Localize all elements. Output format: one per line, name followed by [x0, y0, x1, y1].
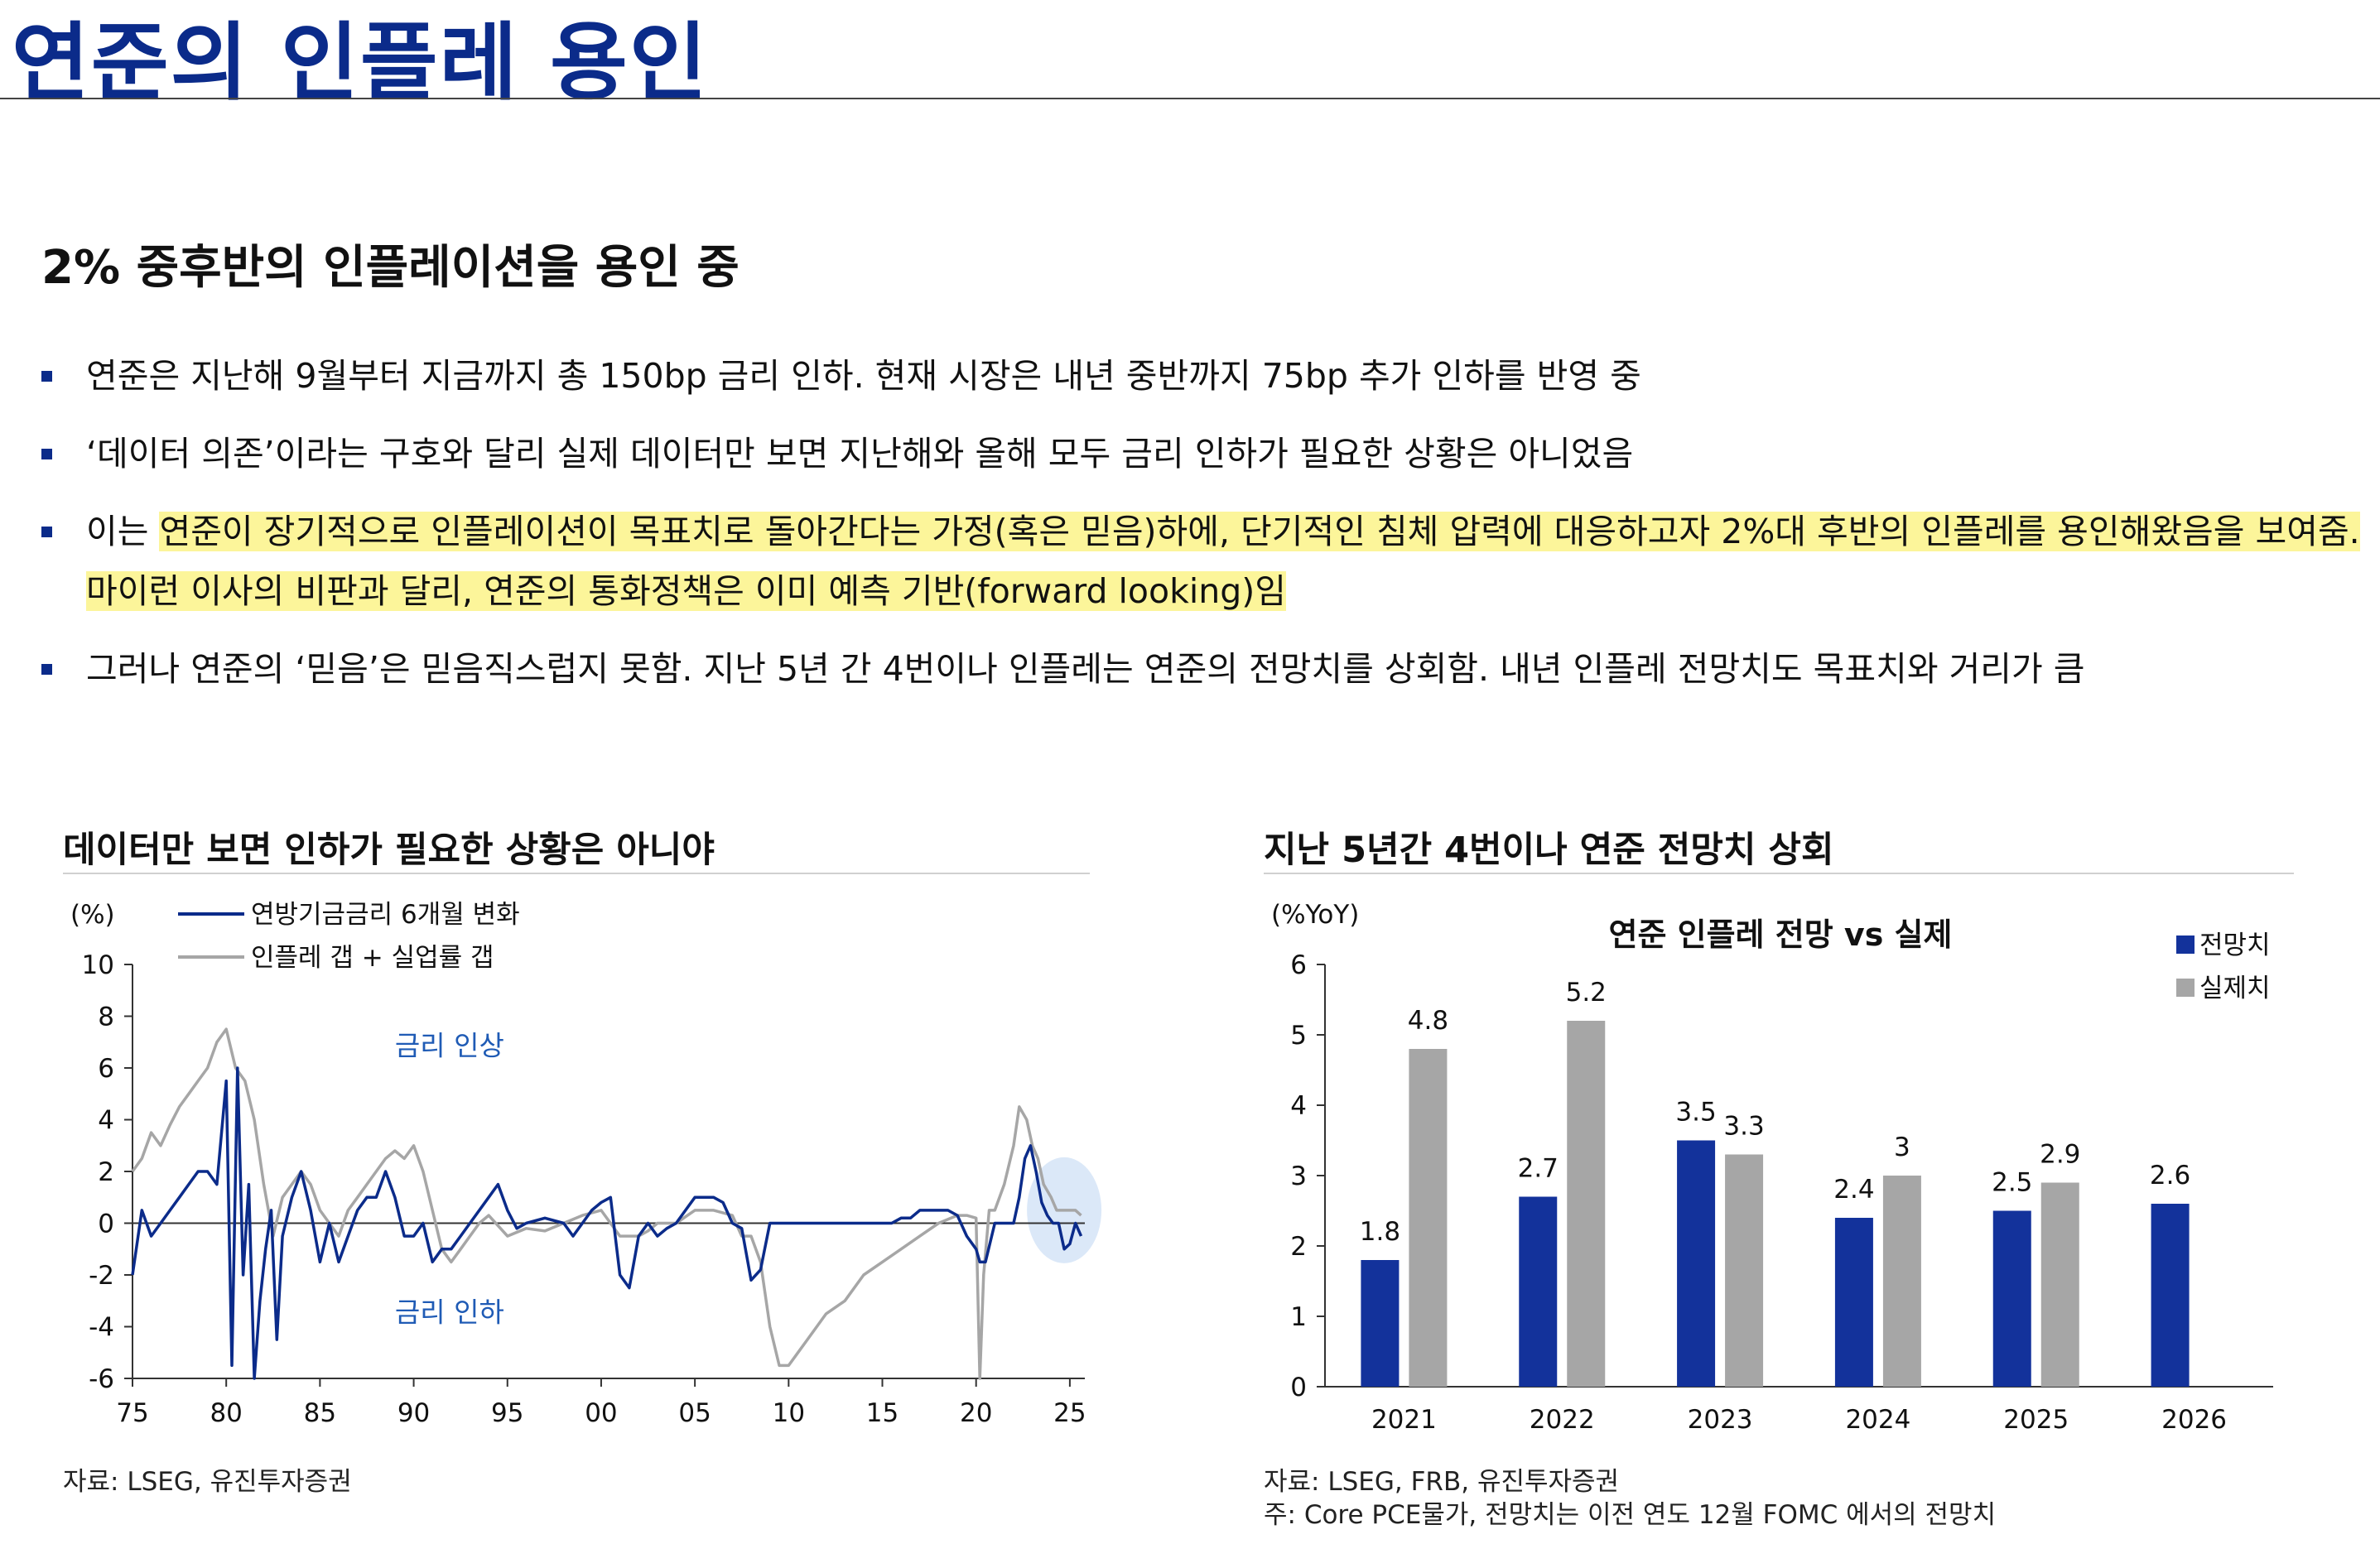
- bar-forecast: [1677, 1140, 1716, 1387]
- x-tick-label: 90: [397, 1398, 430, 1428]
- bar-data-label: 5.2: [1566, 978, 1607, 1008]
- bar-data-label: 3.3: [1723, 1112, 1764, 1142]
- right-chart-source: 자료: LSEG, FRB, 유진투자증권: [1264, 1467, 1620, 1497]
- x-tick-label: 75: [116, 1398, 148, 1428]
- bar-actual: [1567, 1021, 1606, 1387]
- bar-actual: [1409, 1049, 1448, 1387]
- bar-data-label: 2.9: [2040, 1140, 2080, 1170]
- bullet-item: 그러나 연준의 ‘믿음’은 믿음직스럽지 못함. 지난 5년 간 4번이나 인플…: [41, 639, 2360, 699]
- y-unit-label: (%): [70, 900, 115, 930]
- left-chart-title-rule: [63, 873, 1090, 874]
- left-chart-title: 데이터만 보면 인하가 필요한 상황은 아니야: [63, 830, 715, 871]
- bar-forecast: [1992, 1210, 2031, 1387]
- bar-chart: (%YoY) 연준 인플레 전망 vs 실제 6 5 4 3 2 1 0 2021 1.8 4.8 20…: [1271, 900, 2273, 1435]
- bullet-text: 그러나 연준의 ‘믿음’은 믿음직스럽지 못함. 지난 5년 간 4번이나 인플…: [86, 649, 2085, 689]
- x-tick-label: 10: [773, 1398, 805, 1428]
- bar-data-label: 1.8: [1360, 1217, 1400, 1247]
- bullet-square-icon: [41, 449, 52, 459]
- x-tick-label: 80: [210, 1398, 242, 1428]
- bullet-list: 연준은 지난해 9월부터 지금까지 총 150bp 금리 인하. 현재 시장은 …: [41, 346, 2360, 717]
- bar-forecast: [1834, 1218, 1873, 1387]
- bar-data-label: 2.4: [1833, 1175, 1874, 1205]
- y-tick-label: 1: [1290, 1302, 1307, 1332]
- bullet-square-icon: [41, 664, 52, 675]
- y-tick-label: 8: [98, 1003, 114, 1032]
- bar-data-label: 3: [1894, 1133, 1910, 1162]
- y-tick-label: 3: [1290, 1162, 1307, 1191]
- x-tick-label: 20: [960, 1398, 992, 1428]
- bullet-text: 이는: [86, 512, 160, 551]
- bullet-square-icon: [41, 527, 52, 537]
- x-tick-label: 2026: [2161, 1405, 2227, 1435]
- legend-swatch: [2176, 979, 2195, 997]
- bar-forecast: [1519, 1196, 1558, 1387]
- bar-data-label: 2.6: [2150, 1161, 2190, 1190]
- inner-chart-title: 연준 인플레 전망 vs 실제: [1609, 916, 1953, 953]
- series-line-gap: [131, 1027, 1082, 1380]
- y-tick-label: -4: [89, 1313, 114, 1343]
- legend-label: 인플레 갭 + 실업률 갭: [251, 943, 494, 973]
- title-divider: [0, 98, 2380, 99]
- legend-swatch: [2176, 936, 2195, 954]
- x-tick-label: 15: [866, 1398, 899, 1428]
- y-tick-label: 10: [82, 950, 114, 980]
- page-title: 연준의 인플레 용인: [12, 14, 709, 113]
- chart-annotation: 금리 인상: [395, 1029, 504, 1061]
- bar-forecast: [1361, 1260, 1400, 1387]
- x-tick-label: 95: [491, 1398, 523, 1428]
- y-tick-label: 2: [1290, 1232, 1307, 1262]
- bar-data-label: 2.7: [1518, 1154, 1559, 1184]
- y-tick-label: 4: [1290, 1091, 1307, 1121]
- x-tick-label: 2022: [1530, 1405, 1595, 1435]
- bullet-item: ‘데이터 의존’이라는 구호와 달리 실제 데이터만 보면 지난해와 올해 모두…: [41, 424, 2360, 483]
- y-tick-label: -6: [89, 1364, 114, 1394]
- bullet-item: 연준은 지난해 9월부터 지금까지 총 150bp 금리 인하. 현재 시장은 …: [41, 346, 2360, 406]
- bar-actual: [2040, 1182, 2079, 1387]
- x-tick-label: 2025: [2003, 1405, 2069, 1435]
- x-tick-label: 85: [304, 1398, 336, 1428]
- right-chart-note: 주: Core PCE물가, 전망치는 이전 연도 12월 FOMC 에서의 전…: [1264, 1500, 1997, 1530]
- legend-label: 연방기금금리 6개월 변화: [251, 900, 520, 930]
- bullet-text: 연준은 지난해 9월부터 지금까지 총 150bp 금리 인하. 현재 시장은 …: [86, 356, 1641, 396]
- x-tick-label: 00: [585, 1398, 617, 1428]
- bar-actual: [1882, 1176, 1921, 1387]
- x-tick-label: 2024: [1845, 1405, 1910, 1435]
- legend-label: 실제치: [2199, 974, 2271, 1003]
- bullet-text: ‘데이터 의존’이라는 구호와 달리 실제 데이터만 보면 지난해와 올해 모두…: [86, 434, 1634, 474]
- y-tick-label: 4: [98, 1106, 114, 1136]
- highlighted-text: 연준이 장기적으로 인플레이션이 목표치로 돌아간다는 가정(혹은 믿음)하에,…: [86, 512, 2360, 611]
- bullet-square-icon: [41, 371, 52, 382]
- legend-label: 전망치: [2199, 931, 2271, 960]
- bar-forecast: [2151, 1204, 2190, 1387]
- bullet-item: 이는 연준이 장기적으로 인플레이션이 목표치로 돌아간다는 가정(혹은 믿음)…: [41, 502, 2360, 621]
- x-tick-label: 05: [678, 1398, 711, 1428]
- x-tick-label: 2021: [1371, 1405, 1437, 1435]
- y-tick-label: 5: [1290, 1021, 1307, 1051]
- x-tick-label: 25: [1053, 1398, 1086, 1428]
- bar-data-label: 3.5: [1675, 1098, 1716, 1128]
- chart-annotation: 금리 인하: [395, 1296, 504, 1328]
- y-unit-label: (%YoY): [1271, 900, 1359, 930]
- y-tick-label: 6: [98, 1054, 114, 1084]
- series-line-fed-funds: [131, 1066, 1083, 1380]
- bar-data-label: 2.5: [1992, 1168, 2032, 1198]
- bar-actual: [1725, 1154, 1764, 1387]
- x-tick-label: 2023: [1688, 1405, 1753, 1435]
- left-chart-source: 자료: LSEG, 유진투자증권: [63, 1467, 352, 1497]
- right-chart-title: 지난 5년간 4번이나 연준 전망치 상회: [1264, 830, 1834, 871]
- bar-data-label: 4.8: [1408, 1006, 1448, 1036]
- y-tick-label: 0: [1290, 1373, 1307, 1402]
- right-chart-title-rule: [1264, 873, 2294, 874]
- y-tick-label: 0: [98, 1210, 114, 1239]
- y-tick-label: 2: [98, 1157, 114, 1187]
- y-tick-label: -2: [89, 1261, 114, 1291]
- section-subtitle: 2% 중후반의 인플레이션을 용인 중: [41, 241, 740, 295]
- y-tick-label: 6: [1290, 950, 1307, 980]
